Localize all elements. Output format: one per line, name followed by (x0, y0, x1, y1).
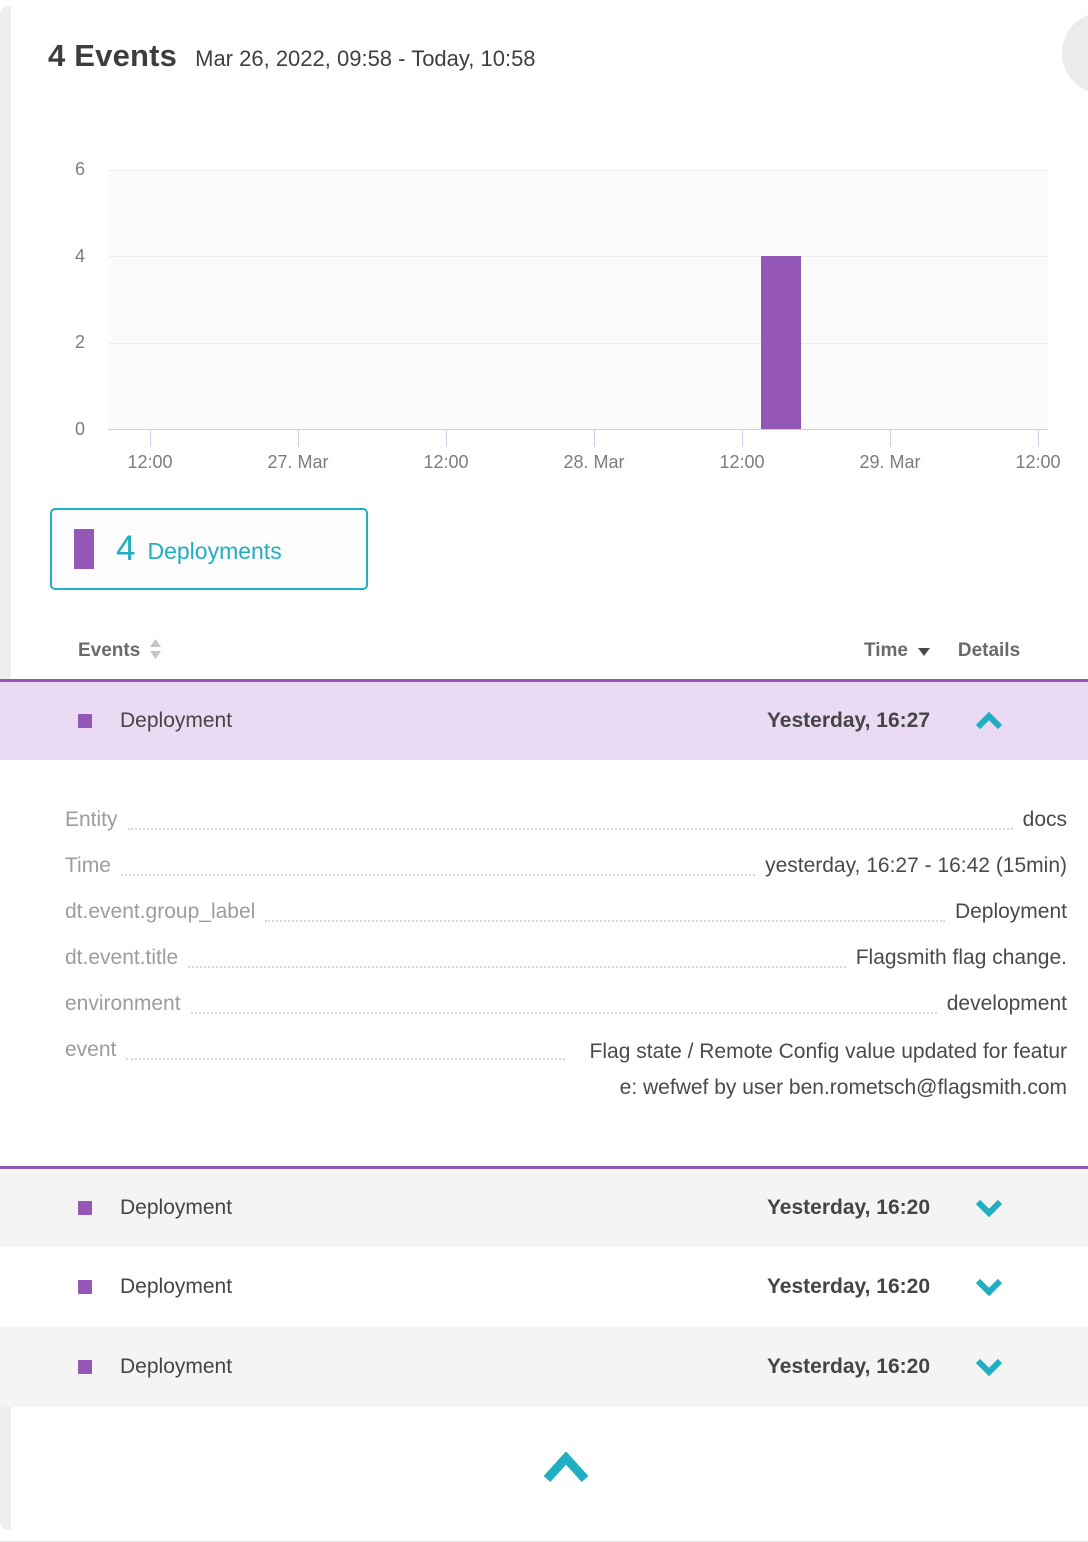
leader-dots (190, 988, 937, 1014)
chevron-down-icon (975, 1199, 1003, 1217)
legend-label: Deployments (147, 537, 282, 564)
x-label-6: 12:00 (1015, 452, 1061, 472)
event-details-block: Entity docs Time yesterday, 16:27 - 16:4… (0, 760, 1088, 1166)
detail-key: environment (65, 992, 181, 1015)
x-tick (890, 430, 891, 447)
deployment-bullet-icon (78, 1280, 92, 1294)
deployment-bullet-icon (78, 1201, 92, 1215)
x-label-3: 28. Mar (563, 452, 625, 472)
gridline-2 (108, 343, 1048, 344)
detail-row: dt.event.group_label Deployment (65, 896, 1067, 928)
event-row-expanded[interactable]: Deployment Yesterday, 16:27 (0, 679, 1088, 760)
expand-row-button[interactable] (930, 1199, 1048, 1217)
event-row[interactable]: Deployment Yesterday, 16:20 (0, 1166, 1088, 1247)
event-type-label: Deployment (120, 1275, 233, 1298)
time-sort-caret-icon[interactable] (918, 648, 930, 656)
x-tick (150, 430, 151, 447)
y-tick-6: 6 (74, 159, 85, 179)
deployments-swatch (74, 529, 94, 569)
detail-row: Entity docs (65, 804, 1067, 836)
leader-dots (188, 942, 846, 968)
detail-row: event Flag state / Remote Config value u… (65, 1034, 1067, 1106)
detail-key: dt.event.group_label (65, 900, 256, 923)
x-tick (1038, 430, 1039, 447)
x-label-4: 12:00 (719, 452, 765, 472)
detail-value: Flagsmith flag change. (855, 946, 1067, 969)
deployment-bullet-icon (78, 1360, 92, 1374)
event-time: Yesterday, 16:27 (766, 709, 930, 732)
detail-row: dt.event.title Flagsmith flag change. (65, 942, 1067, 974)
event-time: Yesterday, 16:20 (766, 1196, 930, 1219)
sort-icon[interactable] (149, 638, 162, 666)
table-header-row: Events Time Details (0, 622, 1088, 679)
detail-key: Time (65, 854, 111, 877)
detail-value: yesterday, 16:27 - 16:42 (15min) (765, 854, 1067, 877)
detail-row: environment development (65, 988, 1067, 1020)
x-label-0: 12:00 (127, 452, 173, 472)
event-type-label: Deployment (120, 1196, 233, 1219)
detail-value: docs (1022, 808, 1067, 831)
leader-dots (126, 1034, 565, 1060)
column-details: Details (957, 639, 1021, 661)
chevron-down-icon (975, 1278, 1003, 1296)
collapse-row-button[interactable] (930, 712, 1048, 730)
detail-value: Flag state / Remote Config value updated… (589, 1040, 1067, 1099)
gridline-4 (108, 256, 1048, 257)
y-tick-4: 4 (74, 246, 85, 266)
timeframe-label: Mar 26, 2022, 09:58 - Today, 10:58 (195, 46, 536, 71)
panel-header: 4 Events Mar 26, 2022, 09:58 - Today, 10… (48, 38, 536, 74)
x-tick (742, 430, 743, 447)
x-tick (298, 430, 299, 447)
gridline-6 (108, 170, 1048, 171)
x-label-2: 12:00 (423, 452, 469, 472)
expand-row-button[interactable] (930, 1278, 1048, 1296)
chevron-up-icon (543, 1451, 589, 1483)
event-time: Yesterday, 16:20 (766, 1355, 930, 1378)
page-title: 4 Events (48, 38, 178, 73)
column-time[interactable]: Time (863, 639, 908, 661)
event-type-label: Deployment (120, 709, 233, 732)
collapse-panel-button[interactable] (543, 1451, 589, 1489)
detail-key: event (65, 1038, 117, 1061)
events-table: Events Time Details Deployment (0, 622, 1088, 1407)
leader-dots (265, 896, 945, 922)
leader-dots (127, 804, 1013, 830)
legend-count: 4 (116, 529, 136, 568)
y-tick-2: 2 (74, 332, 85, 352)
event-type-label: Deployment (120, 1355, 233, 1378)
event-time: Yesterday, 16:20 (766, 1275, 930, 1298)
chevron-up-icon (975, 712, 1003, 730)
leader-dots (120, 850, 756, 876)
chevron-down-icon (975, 1358, 1003, 1376)
deployment-bullet-icon (78, 714, 92, 728)
chart-plot-area[interactable]: 12:00 27. Mar 12:00 28. Mar 12:00 29. Ma… (108, 170, 1061, 472)
x-label-5: 29. Mar (859, 452, 921, 472)
deployments-bar[interactable] (761, 256, 801, 429)
event-row[interactable]: Deployment Yesterday, 16:20 (0, 1247, 1088, 1327)
detail-row: Time yesterday, 16:27 - 16:42 (15min) (65, 850, 1067, 882)
x-tick (594, 430, 595, 447)
detail-value: development (946, 992, 1067, 1015)
detail-value: Deployment (954, 900, 1067, 923)
info-icon[interactable]: i (1062, 12, 1088, 94)
x-label-1: 27. Mar (267, 452, 329, 472)
x-tick (446, 430, 447, 447)
event-row[interactable]: Deployment Yesterday, 16:20 (0, 1327, 1088, 1407)
deployments-legend-button[interactable]: 4 Deployments (50, 508, 368, 590)
detail-key: Entity (65, 808, 118, 831)
column-events[interactable]: Events (78, 639, 141, 661)
detail-key: dt.event.title (65, 946, 179, 969)
y-tick-0: 0 (74, 419, 85, 439)
expand-row-button[interactable] (930, 1358, 1048, 1376)
